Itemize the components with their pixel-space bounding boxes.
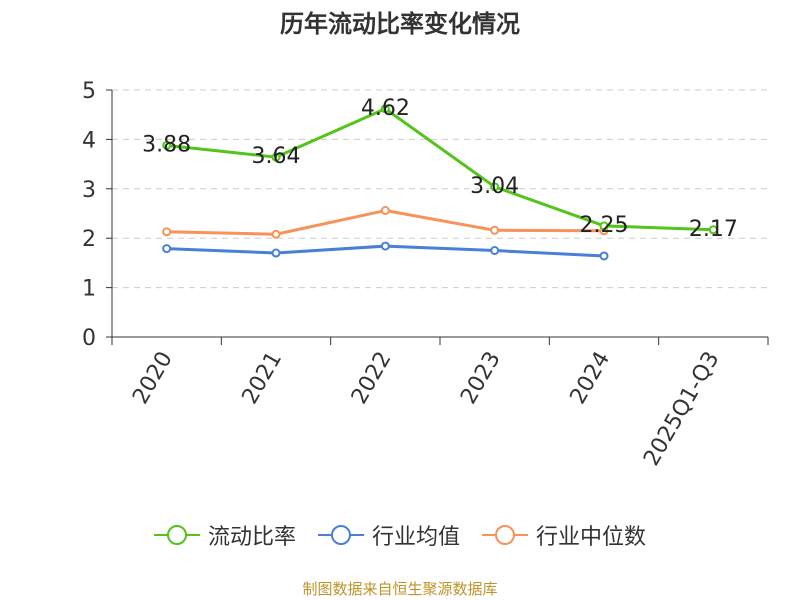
legend-item-industry-median[interactable]: 行业中位数 <box>482 519 646 551</box>
data-label: 3.64 <box>252 144 301 169</box>
legend-line-marker-icon <box>153 525 200 545</box>
legend-line-marker-icon <box>482 525 528 545</box>
legend-label: 行业均值 <box>371 525 460 550</box>
data-label: 4.62 <box>361 96 410 121</box>
data-point <box>599 251 609 261</box>
legend-item-industry-mean[interactable]: 行业均值 <box>317 519 460 551</box>
data-point <box>271 152 281 162</box>
data-point <box>490 246 500 256</box>
data-label: 2.17 <box>689 217 738 242</box>
series-lines <box>162 104 718 261</box>
y-tick-label: 3 <box>82 178 96 203</box>
data-point <box>271 229 281 239</box>
data-label: 3.88 <box>142 132 191 157</box>
x-tick-label: 2024 <box>566 348 616 409</box>
data-label: 2.25 <box>580 213 629 238</box>
data-point <box>271 248 281 258</box>
legend-label: 流动比率 <box>207 525 296 550</box>
data-label: 3.04 <box>470 174 519 199</box>
gridlines <box>112 89 768 289</box>
data-point <box>380 241 390 251</box>
legend-item-current-ratio[interactable]: 流动比率 <box>153 519 296 551</box>
data-point <box>380 104 390 114</box>
y-tick-label: 5 <box>82 79 96 104</box>
x-tick-label: 2025Q1-Q3 <box>639 348 724 471</box>
series-line <box>166 107 714 232</box>
data-point <box>708 225 718 235</box>
x-tick-label: 2023 <box>456 347 506 408</box>
data-point <box>380 206 390 216</box>
chart-title: 历年流动比率变化情况 <box>280 10 520 38</box>
data-point <box>490 182 500 192</box>
data-point <box>162 227 172 237</box>
data-labels: 3.88 3.64 4.62 3.04 2.25 2.17 <box>142 96 738 242</box>
y-tick-label: 1 <box>82 277 96 302</box>
data-point <box>162 140 172 150</box>
x-tick-label: 2020 <box>128 348 178 409</box>
x-tick-label: 2022 <box>347 348 397 409</box>
x-tick-label: 2021 <box>238 348 288 409</box>
data-point <box>599 221 609 231</box>
data-source-note: 制图数据来自恒生聚源数据库 <box>302 580 498 598</box>
legend: 流动比率 行业均值 行业中位数 <box>0 519 800 551</box>
data-point <box>162 244 172 254</box>
legend-line-marker-icon <box>317 525 364 545</box>
y-tick-label: 2 <box>82 227 96 252</box>
data-point <box>490 225 500 235</box>
legend-label: 行业中位数 <box>536 525 647 550</box>
y-tick-label: 0 <box>82 326 96 351</box>
y-tick-label: 4 <box>82 128 96 153</box>
